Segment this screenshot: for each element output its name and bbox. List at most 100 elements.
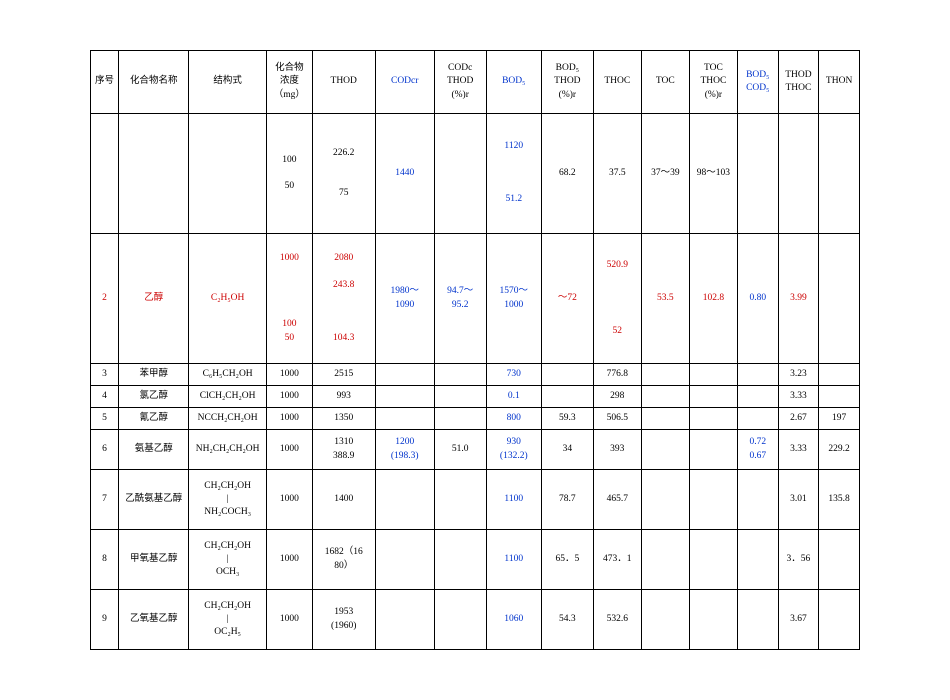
cell-r4-c1: 氰乙醇: [119, 408, 189, 430]
cell-r6-c7: 1100: [486, 470, 541, 530]
cell-r2-c10: [641, 364, 689, 386]
cell-r4-c6: [434, 408, 486, 430]
cell-r6-c4: 1400: [312, 470, 375, 530]
cell-r6-c9: 465.7: [593, 470, 641, 530]
cell-r5-c12: 0.72 0.67: [737, 430, 778, 470]
col-header-0: 序号: [91, 51, 119, 114]
col-header-4: THOD: [312, 51, 375, 114]
cell-r5-c10: [641, 430, 689, 470]
cell-r8-c8: 54.3: [541, 590, 593, 650]
cell-r8-c3: 1000: [266, 590, 312, 650]
cell-r7-c4: 1682（16 80）: [312, 530, 375, 590]
cell-r6-c5: [375, 470, 434, 530]
cell-r1-c2: C₂H₅OH: [189, 234, 267, 364]
table-row: 100 50226.2 7514401120 51.268.237.537～39…: [91, 114, 860, 234]
cell-r3-c5: [375, 386, 434, 408]
cell-r0-c8: 68.2: [541, 114, 593, 234]
cell-r8-c1: 乙氧基乙醇: [119, 590, 189, 650]
cell-r1-c0: 2: [91, 234, 119, 364]
cell-r0-c3: 100 50: [266, 114, 312, 234]
cell-r1-c6: 94.7～ 95.2: [434, 234, 486, 364]
cell-r5-c11: [689, 430, 737, 470]
cell-r6-c0: 7: [91, 470, 119, 530]
cell-r5-c4: 1310 388.9: [312, 430, 375, 470]
cell-r0-c1: [119, 114, 189, 234]
cell-r7-c6: [434, 530, 486, 590]
cell-r6-c2: CH₂CH₂OH | NH₂COCH₃: [189, 470, 267, 530]
cell-r3-c7: 0.1: [486, 386, 541, 408]
cell-r0-c2: [189, 114, 267, 234]
cell-r7-c2: CH₂CH₂OH | OCH₃: [189, 530, 267, 590]
cell-r4-c2: NCCH₂CH₂OH: [189, 408, 267, 430]
cell-r1-c5: 1980～ 1090: [375, 234, 434, 364]
cell-r6-c10: [641, 470, 689, 530]
cell-r4-c14: 197: [819, 408, 860, 430]
col-header-12: BOD₅ COD₅: [737, 51, 778, 114]
cell-r0-c5: 1440: [375, 114, 434, 234]
cell-r4-c9: 506.5: [593, 408, 641, 430]
cell-r8-c12: [737, 590, 778, 650]
col-header-6: CODc THOD (%)r: [434, 51, 486, 114]
table-row: 8甲氧基乙醇CH₂CH₂OH | OCH₃10001682（16 80） 1100…: [91, 530, 860, 590]
cell-r0-c0: [91, 114, 119, 234]
cell-r7-c7: 1100: [486, 530, 541, 590]
cell-r2-c9: 776.8: [593, 364, 641, 386]
cell-r4-c10: [641, 408, 689, 430]
col-header-11: TOC THOC (%)r: [689, 51, 737, 114]
cell-r0-c14: [819, 114, 860, 234]
cell-r6-c13: 3.01: [778, 470, 819, 530]
cell-r5-c2: NH₂CH₂CH₂OH: [189, 430, 267, 470]
cell-r5-c3: 1000: [266, 430, 312, 470]
cell-r5-c1: 氨基乙醇: [119, 430, 189, 470]
cell-r1-c14: [819, 234, 860, 364]
cell-r2-c6: [434, 364, 486, 386]
table-row: 9乙氧基乙醇CH₂CH₂OH | OC₂H₅10001953 (1960)106…: [91, 590, 860, 650]
cell-r2-c8: [541, 364, 593, 386]
cell-r2-c11: [689, 364, 737, 386]
cell-r0-c12: [737, 114, 778, 234]
cell-r3-c13: 3.33: [778, 386, 819, 408]
col-header-13: THOD THOC: [778, 51, 819, 114]
cell-r8-c4: 1953 (1960): [312, 590, 375, 650]
col-header-14: THON: [819, 51, 860, 114]
compound-table: 序号化合物名称结构式化合物 浓度 （mg）THODCODcrCODc THOD …: [90, 50, 860, 650]
cell-r6-c11: [689, 470, 737, 530]
cell-r1-c3: 1000 100 50: [266, 234, 312, 364]
cell-r6-c14: 135.8: [819, 470, 860, 530]
cell-r7-c8: 65．5: [541, 530, 593, 590]
table-row: 3苯甲醇C₆H₅CH₂OH10002515730776.83.23: [91, 364, 860, 386]
cell-r7-c5: [375, 530, 434, 590]
cell-r4-c4: 1350: [312, 408, 375, 430]
cell-r1-c11: 102.8: [689, 234, 737, 364]
cell-r2-c3: 1000: [266, 364, 312, 386]
cell-r3-c2: ClCH₂CH₂OH: [189, 386, 267, 408]
cell-r8-c13: 3.67: [778, 590, 819, 650]
cell-r8-c5: [375, 590, 434, 650]
cell-r0-c9: 37.5: [593, 114, 641, 234]
cell-r5-c0: 6: [91, 430, 119, 470]
table-row: 4氯乙醇ClCH₂CH₂OH10009930.12983.33: [91, 386, 860, 408]
cell-r0-c11: 98～103: [689, 114, 737, 234]
cell-r5-c8: 34: [541, 430, 593, 470]
cell-r7-c11: [689, 530, 737, 590]
col-header-7: BOD₅: [486, 51, 541, 114]
cell-r7-c0: 8: [91, 530, 119, 590]
cell-r2-c4: 2515: [312, 364, 375, 386]
cell-r3-c1: 氯乙醇: [119, 386, 189, 408]
cell-r0-c10: 37～39: [641, 114, 689, 234]
cell-r7-c9: 473．1: [593, 530, 641, 590]
cell-r7-c12: [737, 530, 778, 590]
cell-r5-c6: 51.0: [434, 430, 486, 470]
table-row: 6氨基乙醇NH₂CH₂CH₂OH10001310 388.91200 (198.…: [91, 430, 860, 470]
cell-r2-c0: 3: [91, 364, 119, 386]
cell-r7-c1: 甲氧基乙醇: [119, 530, 189, 590]
cell-r7-c14: [819, 530, 860, 590]
cell-r8-c10: [641, 590, 689, 650]
cell-r1-c9: 520.9 52: [593, 234, 641, 364]
cell-r4-c5: [375, 408, 434, 430]
cell-r3-c11: [689, 386, 737, 408]
cell-r8-c0: 9: [91, 590, 119, 650]
cell-r7-c3: 1000: [266, 530, 312, 590]
cell-r5-c5: 1200 (198.3): [375, 430, 434, 470]
cell-r6-c1: 乙酰氨基乙醇: [119, 470, 189, 530]
